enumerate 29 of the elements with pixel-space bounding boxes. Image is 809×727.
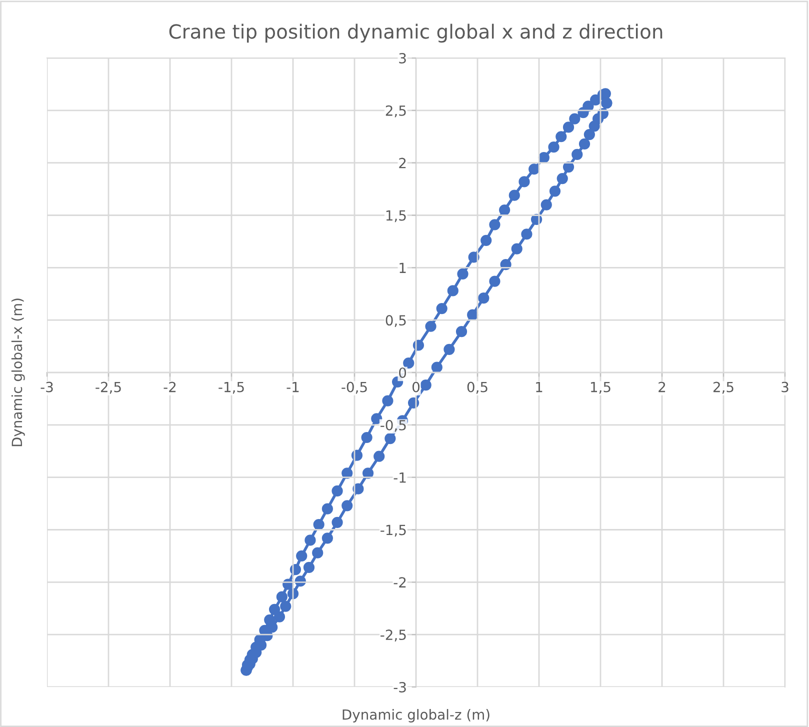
x-tick-label: -3: [40, 382, 53, 392]
x-tick-label: 0,5: [467, 382, 488, 394]
y-tick-label: 0,5: [386, 315, 406, 327]
x-tick-label: -1: [286, 382, 299, 392]
y-tick-label: 3: [399, 52, 406, 64]
x-tick-label: 3: [782, 382, 788, 392]
x-tick-label: -2: [164, 382, 176, 392]
x-tick-label: 2: [658, 382, 666, 392]
y-tick-label: 0: [399, 367, 406, 378]
y-tick-label: -2: [394, 577, 406, 588]
y-tick-label: -3: [394, 682, 406, 692]
y-tick-label: -2,5: [380, 630, 406, 642]
x-tick-label: -0,5: [342, 382, 367, 394]
y-tick-label: 2: [399, 158, 406, 168]
y-tick-label: -1,5: [380, 524, 406, 537]
y-tick-label: 2,5: [386, 105, 406, 118]
y-tick-label: 1: [400, 262, 406, 273]
x-tick-label: -1,5: [218, 382, 244, 394]
x-tick-label: -2,5: [96, 382, 121, 394]
y-tick-label: -0,5: [380, 420, 406, 432]
x-tick-label: 1,5: [590, 382, 610, 394]
y-tick-label: 1,5: [386, 210, 406, 222]
x-tick-label: 2,5: [713, 382, 734, 394]
y-axis-title: Dynamic global-x (m): [11, 298, 25, 446]
y-tick-label: -1: [394, 472, 406, 483]
x-axis-title: Dynamic global-z (m): [342, 709, 490, 722]
x-tick-label: 0: [412, 382, 420, 392]
chart-title: Crane tip position dynamic global x and z direction: [169, 24, 662, 43]
x-tick-label: 1: [536, 382, 542, 392]
